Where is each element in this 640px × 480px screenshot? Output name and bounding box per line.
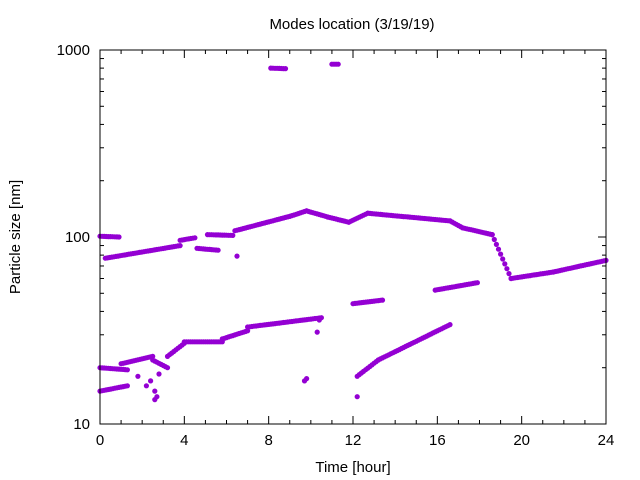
- data-point: [495, 246, 502, 252]
- data-point: [230, 232, 236, 238]
- data-point: [124, 383, 130, 389]
- data-point: [314, 329, 320, 335]
- y-tick-label: 1000: [57, 42, 90, 59]
- data-point: [150, 353, 156, 359]
- x-axis-label: Time [hour]: [315, 459, 390, 476]
- data-point: [215, 247, 221, 253]
- data-point: [316, 317, 322, 323]
- data-point: [447, 322, 453, 328]
- data-point: [474, 280, 480, 286]
- x-tick-label: 8: [264, 432, 272, 449]
- data-point: [156, 371, 162, 377]
- data-point: [143, 383, 149, 389]
- data-point: [152, 388, 158, 394]
- data-point: [335, 61, 341, 67]
- data-point: [282, 66, 289, 72]
- data-point: [164, 365, 171, 371]
- data-point: [493, 241, 499, 247]
- data-point: [192, 235, 198, 241]
- x-tick-label: 0: [96, 432, 104, 449]
- x-tick-label: 4: [180, 432, 188, 449]
- x-tick-label: 12: [345, 432, 362, 449]
- plot-frame: [99, 49, 607, 425]
- data-point: [304, 376, 310, 382]
- y-axis-label: Particle size [nm]: [7, 180, 24, 294]
- x-tick-label: 16: [429, 432, 446, 449]
- y-tick-label: 100: [65, 229, 90, 246]
- data-point: [500, 256, 506, 262]
- data-point: [379, 297, 386, 303]
- data-point: [354, 394, 360, 400]
- data-point: [135, 373, 141, 379]
- data-point: [502, 261, 508, 267]
- data-point: [234, 253, 240, 259]
- y-tick-label: 10: [73, 416, 90, 433]
- data-point: [177, 243, 183, 249]
- axis-ticks: 0 4 8 12 16 20 24 10 100 1000: [57, 42, 615, 449]
- x-tick-label: 20: [513, 432, 530, 449]
- data-point: [498, 251, 504, 257]
- data-point: [124, 367, 130, 373]
- data-point: [116, 234, 122, 240]
- chart-title: Modes location (3/19/19): [269, 16, 434, 33]
- data-point: [245, 328, 251, 334]
- data-point: [504, 266, 510, 272]
- data-points: [97, 61, 609, 403]
- x-tick-label: 24: [598, 432, 615, 449]
- data-point: [154, 394, 160, 400]
- data-point: [506, 271, 512, 277]
- data-point: [489, 232, 495, 238]
- data-point: [148, 378, 154, 384]
- data-point: [491, 236, 497, 243]
